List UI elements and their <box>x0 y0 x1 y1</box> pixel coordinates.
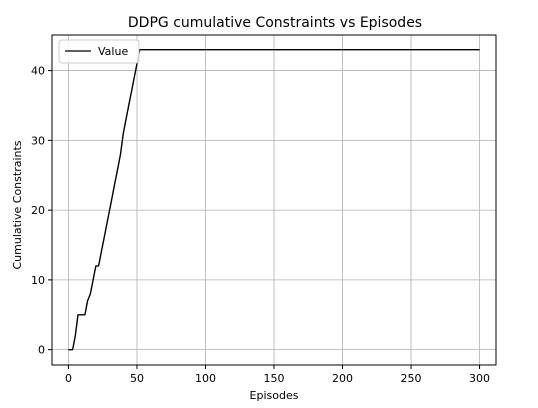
x-tick-label: 250 <box>401 372 422 385</box>
series-layer <box>68 49 480 351</box>
legend-box <box>58 39 140 64</box>
y-tick-label: 0 <box>38 344 45 357</box>
x-tick-label: 50 <box>130 372 144 385</box>
x-tick-label: 300 <box>469 372 490 385</box>
legend-label-value: Value <box>98 45 128 58</box>
x-tick-label: 150 <box>264 372 285 385</box>
chart-title: DDPG cumulative Constraints vs Episodes <box>128 15 422 31</box>
x-tick-label: 200 <box>332 372 353 385</box>
x-tick-label: 0 <box>65 372 72 385</box>
y-axis-ticks: 0 10 20 30 40 <box>31 65 52 357</box>
series-line-value <box>68 49 480 351</box>
y-tick-label: 40 <box>31 65 45 78</box>
y-tick-label: 10 <box>31 274 45 287</box>
y-axis-label: Cumulative Constraints <box>11 140 24 269</box>
x-tick-label: 100 <box>195 372 216 385</box>
y-tick-label: 30 <box>31 134 45 147</box>
x-axis-ticks: 0 50 100 150 200 250 300 <box>65 365 490 385</box>
grid <box>52 35 496 365</box>
x-axis-label: Episodes <box>250 389 299 402</box>
y-tick-label: 20 <box>31 204 45 217</box>
legend: Value <box>58 39 140 64</box>
